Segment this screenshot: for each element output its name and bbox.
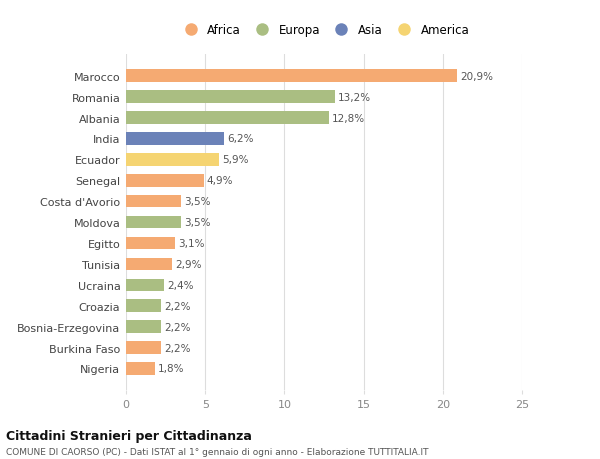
Text: 12,8%: 12,8% (332, 113, 365, 123)
Bar (126, 154, 220, 166)
Bar (126, 279, 164, 291)
Bar (126, 258, 172, 271)
Bar (126, 133, 224, 146)
Bar (126, 363, 155, 375)
Text: 13,2%: 13,2% (338, 92, 371, 102)
Bar (126, 321, 161, 333)
Text: 3,5%: 3,5% (185, 197, 211, 207)
Text: 5,9%: 5,9% (223, 155, 249, 165)
Text: 2,2%: 2,2% (164, 301, 191, 311)
Text: Cittadini Stranieri per Cittadinanza: Cittadini Stranieri per Cittadinanza (6, 429, 252, 442)
Text: 2,2%: 2,2% (164, 322, 191, 332)
Bar (126, 341, 161, 354)
Text: 3,1%: 3,1% (178, 239, 205, 248)
Text: 20,9%: 20,9% (460, 72, 493, 82)
Text: 1,8%: 1,8% (158, 364, 184, 374)
Text: 4,9%: 4,9% (207, 176, 233, 186)
Bar (126, 70, 457, 83)
Text: COMUNE DI CAORSO (PC) - Dati ISTAT al 1° gennaio di ogni anno - Elaborazione TUT: COMUNE DI CAORSO (PC) - Dati ISTAT al 1°… (6, 448, 428, 457)
Text: 2,2%: 2,2% (164, 343, 191, 353)
Bar (126, 196, 181, 208)
Bar (126, 300, 161, 312)
Text: 2,4%: 2,4% (167, 280, 194, 290)
Bar (126, 174, 203, 187)
Bar (126, 91, 335, 104)
Text: 6,2%: 6,2% (227, 134, 254, 144)
Legend: Africa, Europa, Asia, America: Africa, Europa, Asia, America (175, 21, 473, 41)
Bar (126, 112, 329, 124)
Text: 2,9%: 2,9% (175, 259, 202, 269)
Text: 3,5%: 3,5% (185, 218, 211, 228)
Bar (126, 237, 175, 250)
Bar (126, 216, 181, 229)
